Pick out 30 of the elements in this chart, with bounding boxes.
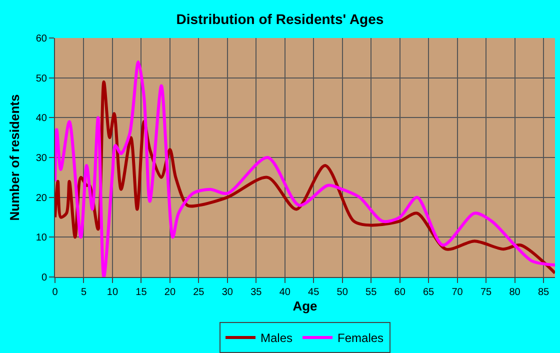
x-tick-label: 80 — [509, 287, 521, 298]
y-tick-label: 60 — [36, 34, 48, 44]
x-tick-label: 5 — [80, 287, 87, 298]
x-tick-label: 75 — [480, 287, 492, 298]
legend-label: Females — [338, 331, 384, 346]
legend-label: Males — [260, 331, 293, 346]
y-tick-label: 40 — [36, 113, 48, 124]
x-tick-label: 65 — [422, 287, 435, 298]
y-tick-label: 30 — [36, 153, 48, 164]
x-tick-label: 30 — [222, 287, 234, 298]
y-tick-label: 20 — [36, 192, 48, 204]
x-tick-label: 40 — [279, 287, 291, 298]
chart-title: Distribution of Residents' Ages — [176, 10, 384, 27]
x-tick-label: 60 — [394, 287, 406, 298]
x-tick-label: 25 — [193, 287, 205, 298]
x-tick-label: 35 — [250, 287, 262, 298]
y-axis-title: Number of residents — [7, 94, 22, 221]
x-tick-label: 50 — [336, 287, 348, 298]
x-tick-label: 45 — [308, 287, 320, 298]
y-tick-label: 10 — [36, 232, 48, 244]
x-tick-label: 10 — [106, 287, 118, 298]
x-tick-label: 15 — [136, 287, 148, 298]
x-tick-label: 55 — [366, 287, 378, 298]
x-tick-label: 70 — [452, 287, 464, 298]
x-tick-label: 0 — [52, 287, 58, 298]
x-axis-title: Age — [292, 298, 318, 314]
y-tick-label: 50 — [36, 73, 48, 84]
y-tick-label: 0 — [41, 272, 48, 284]
x-tick-label: 85 — [538, 287, 550, 298]
x-tick-label: 20 — [164, 287, 176, 298]
